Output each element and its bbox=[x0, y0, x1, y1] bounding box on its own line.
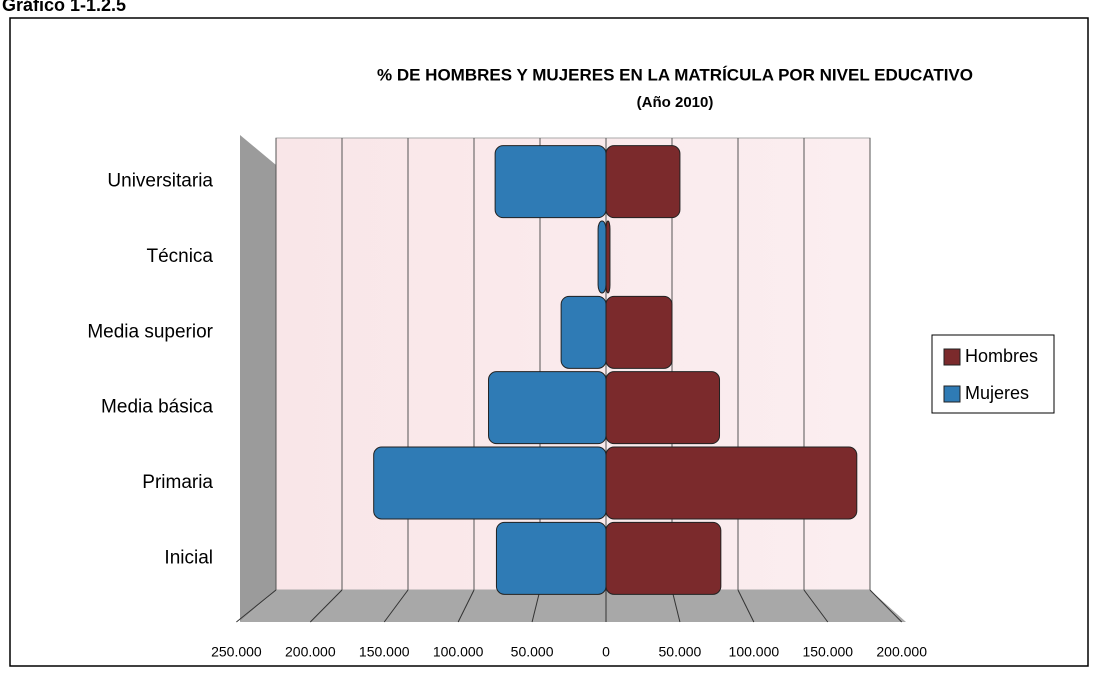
plot-floor bbox=[240, 590, 906, 622]
bar bbox=[373, 446, 607, 520]
x-tick-label: 50.000 bbox=[659, 644, 702, 660]
bar bbox=[495, 521, 607, 595]
x-tick-label: 100.000 bbox=[729, 644, 780, 660]
x-tick-label: 200.000 bbox=[876, 644, 927, 660]
legend-swatch bbox=[943, 348, 961, 366]
x-tick-label: 250.000 bbox=[211, 644, 262, 660]
y-tick-label: Primaria bbox=[142, 472, 213, 493]
bar bbox=[605, 145, 681, 219]
bar bbox=[605, 446, 858, 520]
x-tick-label: 100.000 bbox=[433, 644, 484, 660]
floor-grid-line bbox=[869, 589, 903, 623]
x-tick-label: 200.000 bbox=[285, 644, 336, 660]
floor-grid-line bbox=[236, 589, 277, 623]
floor-grid-line bbox=[531, 589, 541, 623]
x-tick-label: 150.000 bbox=[802, 644, 853, 660]
chart-title: % DE HOMBRES Y MUJERES EN LA MATRÍCULA P… bbox=[377, 65, 973, 84]
chart-subtitle: (Año 2010) bbox=[637, 94, 714, 111]
plot-side-wall bbox=[240, 135, 276, 622]
caption: Gráfico 1-1.2.5 bbox=[2, 0, 126, 15]
bar bbox=[597, 220, 607, 294]
x-tick-label: 0 bbox=[602, 644, 610, 660]
y-tick-label: Técnica bbox=[146, 246, 213, 267]
floor-grid-line bbox=[737, 589, 755, 623]
bar bbox=[488, 371, 607, 445]
floor-grid-line bbox=[671, 589, 681, 623]
y-tick-label: Universitaria bbox=[107, 171, 213, 192]
legend-label: Hombres bbox=[965, 346, 1038, 366]
y-tick-label: Media básica bbox=[101, 397, 213, 418]
floor-grid-line bbox=[803, 589, 829, 623]
bar bbox=[494, 145, 607, 219]
x-tick-label: 50.000 bbox=[511, 644, 554, 660]
floor-grid-line bbox=[383, 589, 409, 623]
bar bbox=[605, 521, 722, 595]
legend-swatch bbox=[943, 385, 961, 403]
floor-grid-line bbox=[309, 589, 343, 623]
bar bbox=[605, 371, 721, 445]
bar bbox=[560, 295, 607, 369]
y-tick-label: Media superior bbox=[87, 321, 213, 342]
legend-label: Mujeres bbox=[965, 383, 1029, 403]
floor-grid-line bbox=[457, 589, 475, 623]
bar bbox=[605, 295, 673, 369]
x-tick-label: 150.000 bbox=[359, 644, 410, 660]
bar bbox=[605, 220, 611, 294]
y-tick-label: Inicial bbox=[164, 547, 213, 568]
